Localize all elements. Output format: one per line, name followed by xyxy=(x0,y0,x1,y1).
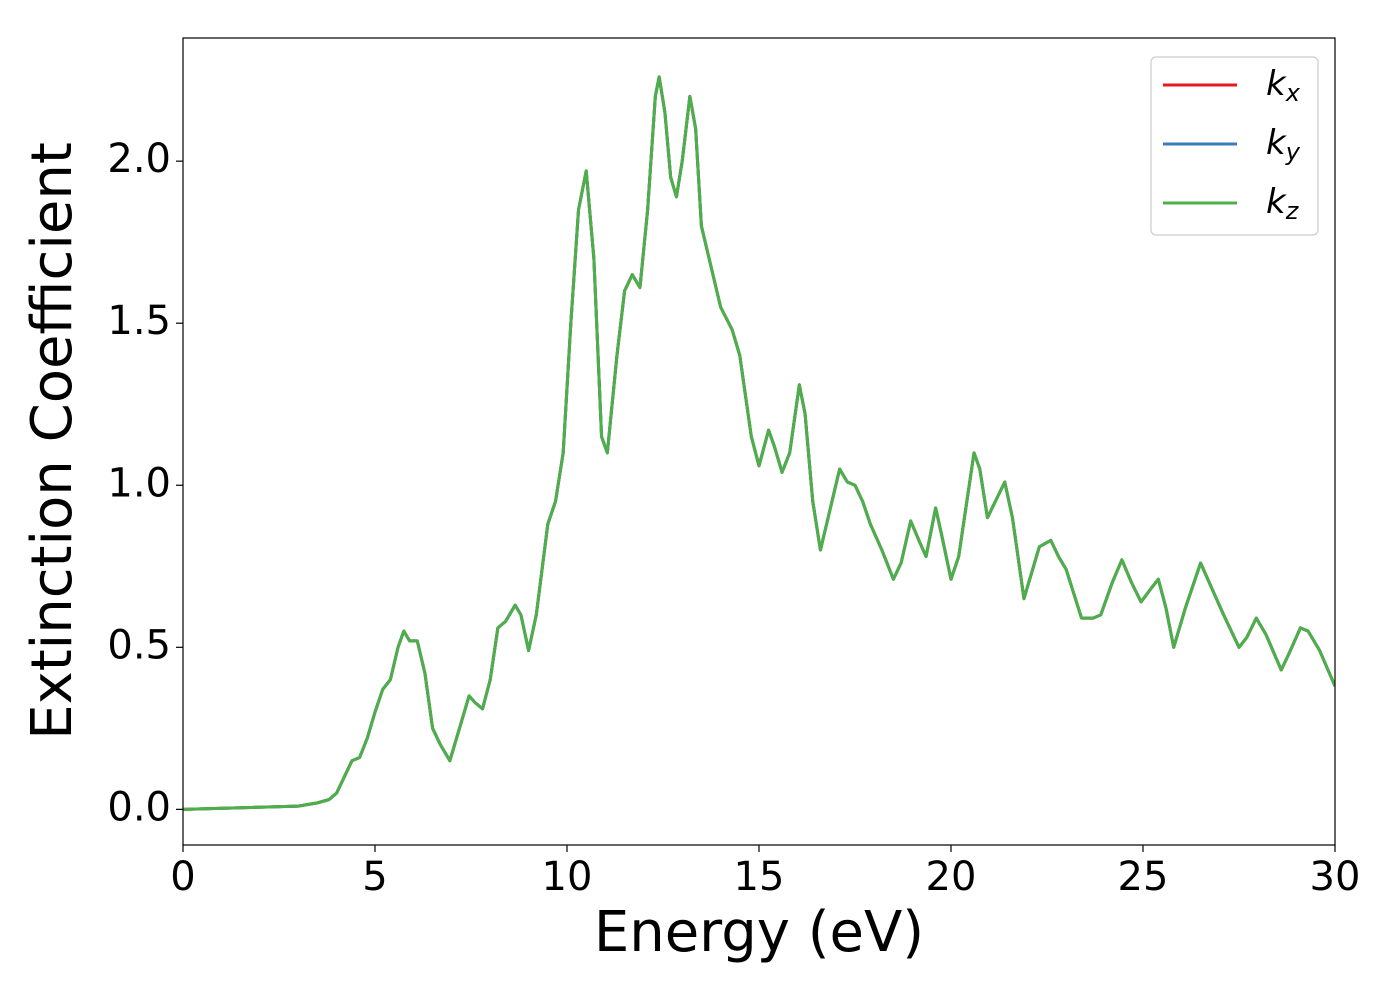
x-tick-label: 15 xyxy=(734,854,785,900)
x-tick-label: 30 xyxy=(1310,854,1361,900)
y-tick-label: 1.0 xyxy=(107,460,171,506)
y-tick-label: 0.5 xyxy=(107,622,171,668)
legend-label: kx xyxy=(1266,64,1301,108)
y-tick-label: 1.5 xyxy=(107,298,171,344)
y-axis-label: Extinction Coefficient xyxy=(20,142,85,740)
x-tick-label: 0 xyxy=(170,854,195,900)
x-tick-label: 5 xyxy=(362,854,387,900)
x-tick-label: 20 xyxy=(926,854,977,900)
legend-box xyxy=(1150,56,1319,236)
plot-frame xyxy=(182,37,1336,846)
y-tick-label: 0.0 xyxy=(107,784,171,830)
x-tick-label: 25 xyxy=(1118,854,1169,900)
x-tick-label: 10 xyxy=(542,854,593,900)
legend-label: ky xyxy=(1266,123,1301,167)
legend-label: kz xyxy=(1266,182,1300,226)
y-tick-label: 2.0 xyxy=(107,136,171,182)
series-line xyxy=(183,75,1335,811)
x-axis-label: Energy (eV) xyxy=(594,900,924,965)
